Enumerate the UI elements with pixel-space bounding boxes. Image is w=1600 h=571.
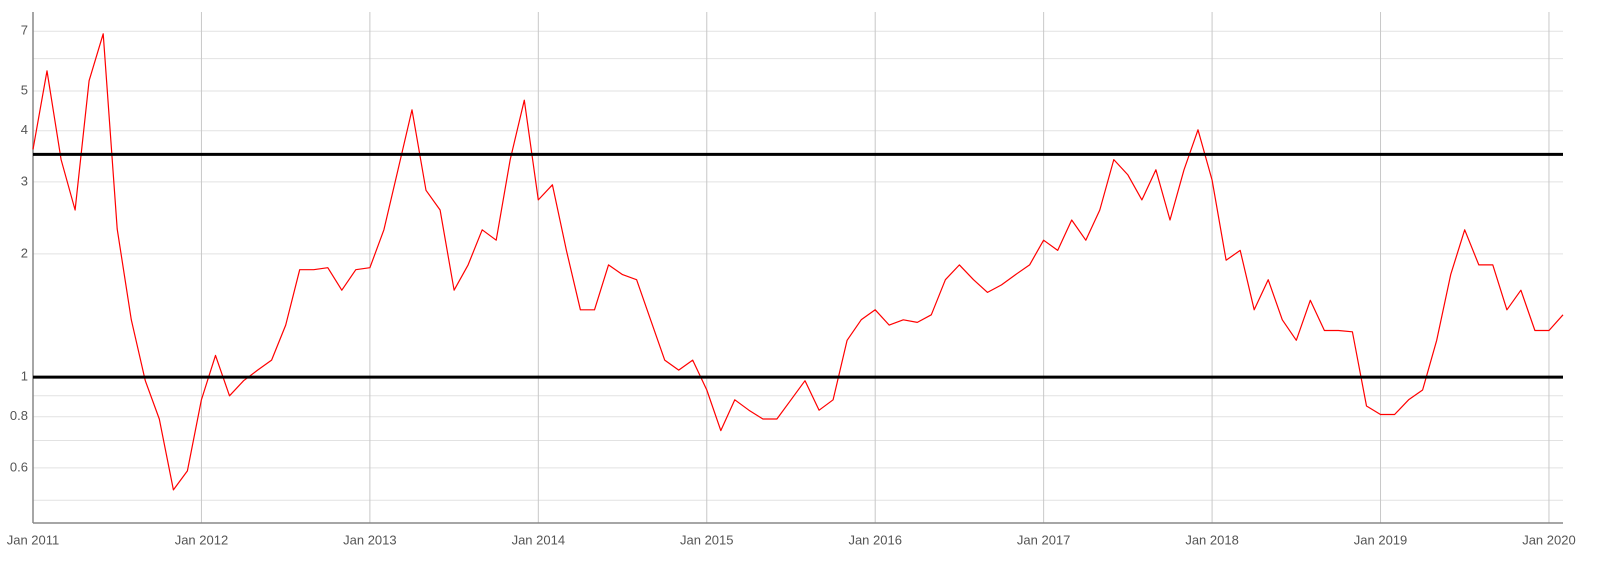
y-tick-label: 0.6 [10, 459, 28, 474]
y-tick-label: 0.8 [10, 408, 28, 423]
line-series [32, 33, 1564, 491]
y-tick-label: 4 [21, 122, 28, 137]
y-tick-label: 1 [21, 369, 28, 384]
y-tick-label: 5 [21, 82, 28, 97]
x-tick-label: Jan 2014 [512, 532, 566, 547]
x-tick-label: Jan 2012 [175, 532, 229, 547]
x-tick-label: Jan 2020 [1522, 532, 1576, 547]
y-tick-label: 7 [21, 23, 28, 38]
y-tick-label: 2 [21, 245, 28, 260]
x-tick-label: Jan 2011 [7, 532, 60, 547]
x-tick-label: Jan 2017 [1017, 532, 1071, 547]
x-tick-label: Jan 2015 [680, 532, 734, 547]
y-tick-label: 3 [21, 173, 28, 188]
x-tick-label: Jan 2019 [1354, 532, 1408, 547]
x-tick-label: Jan 2013 [343, 532, 397, 547]
x-tick-label: Jan 2018 [1185, 532, 1239, 547]
x-tick-label: Jan 2016 [848, 532, 902, 547]
